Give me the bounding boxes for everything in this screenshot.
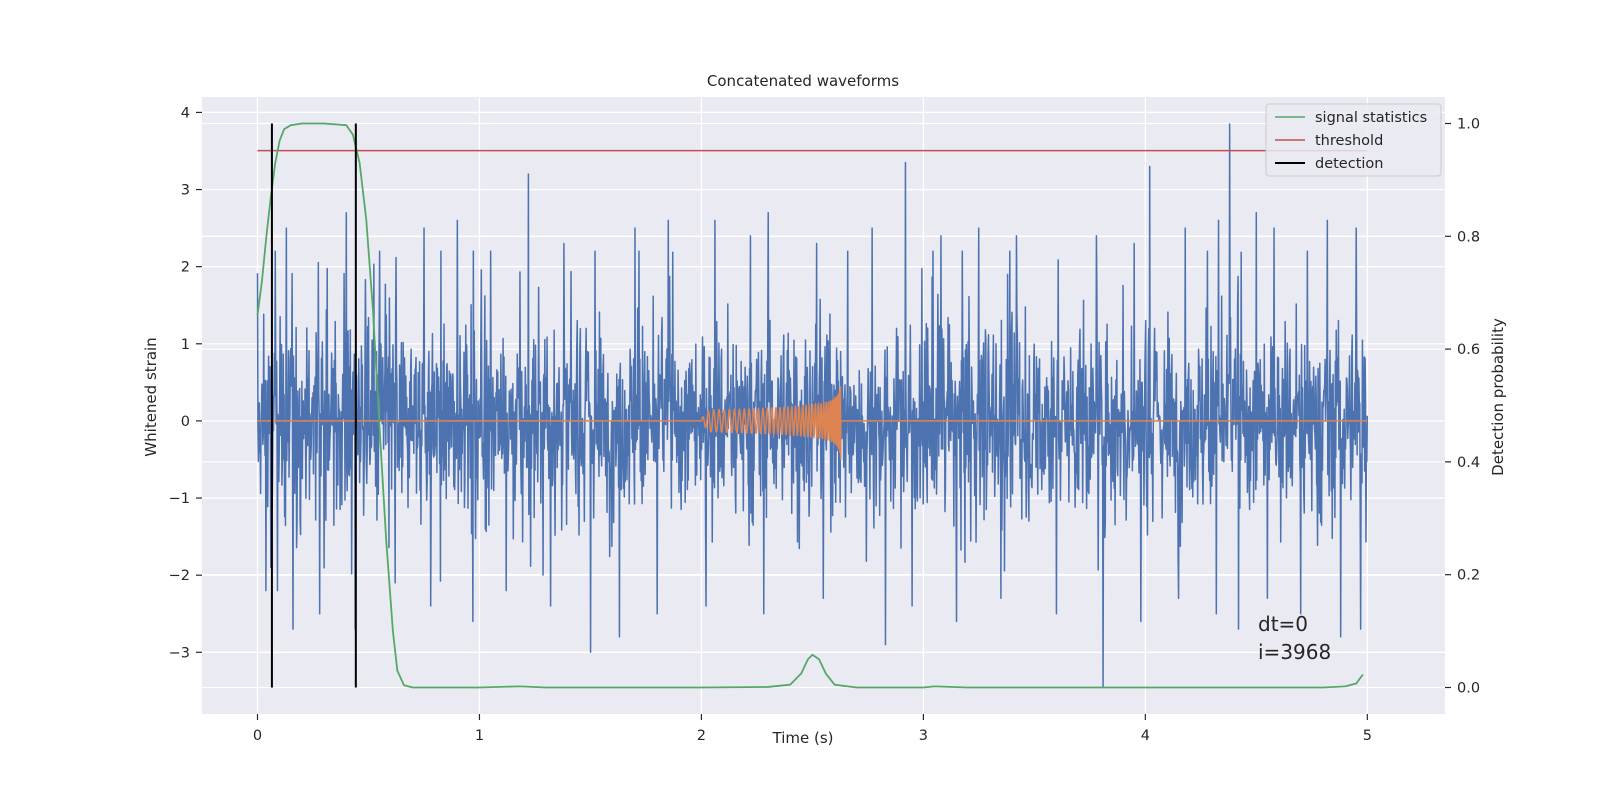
annotation-index: i=3968 xyxy=(1258,640,1331,664)
y2-tick-label: 0.4 xyxy=(1457,455,1480,471)
y-tick-label: 1 xyxy=(181,337,190,353)
legend-label-detection: detection xyxy=(1315,156,1383,172)
legend-label-signal-statistics: signal statistics xyxy=(1315,110,1427,126)
y-tick-label: −2 xyxy=(169,568,190,584)
legend-box xyxy=(1265,103,1442,177)
y2-tick-label: 0.2 xyxy=(1457,568,1480,584)
x-axis-ticks: 0 1 2 3 4 5 xyxy=(253,714,1372,744)
plot-area xyxy=(202,97,1445,714)
x-tick-label: 3 xyxy=(919,728,928,744)
x-tick-label: 0 xyxy=(253,728,262,744)
legend-label-threshold: threshold xyxy=(1315,133,1383,149)
y-tick-label: 2 xyxy=(181,260,190,276)
y-tick-label: −1 xyxy=(169,491,190,507)
signal-statistics-line xyxy=(256,122,1364,689)
x-tick-label: 4 xyxy=(1141,728,1150,744)
y-tick-label: −3 xyxy=(169,645,190,661)
waveform-series-line xyxy=(257,386,1368,460)
y-tick-label: 3 xyxy=(181,183,190,199)
x-axis-label: Time (s) xyxy=(772,729,834,747)
y2-tick-label: 0.8 xyxy=(1457,229,1480,245)
y-tick-label: 0 xyxy=(181,414,190,430)
annotation-dt: dt=0 xyxy=(1258,612,1308,636)
right-axis-ticks: 0.0 0.2 0.4 0.6 0.8 1.0 xyxy=(1445,117,1480,696)
y-axis-label: Whitened strain xyxy=(142,337,160,456)
x-tick-label: 2 xyxy=(697,728,706,744)
left-axis-ticks: −3 −2 −1 0 1 2 3 4 xyxy=(169,105,202,661)
series-layer xyxy=(256,122,1369,689)
strain-series-line xyxy=(256,123,1369,688)
chart-title: Concatenated waveforms xyxy=(707,72,899,90)
y2-tick-label: 0.6 xyxy=(1457,342,1480,358)
x-tick-label: 1 xyxy=(475,728,484,744)
y2-tick-label: 0.0 xyxy=(1457,680,1480,696)
annotation: dt=0 i=3968 xyxy=(1258,612,1331,664)
x-tick-label: 5 xyxy=(1363,728,1372,744)
legend: signal statistics threshold detection xyxy=(1265,103,1442,177)
y2-tick-label: 1.0 xyxy=(1457,117,1480,133)
y-tick-label: 4 xyxy=(181,105,190,121)
y2-axis-label: Detection probability xyxy=(1489,318,1507,476)
